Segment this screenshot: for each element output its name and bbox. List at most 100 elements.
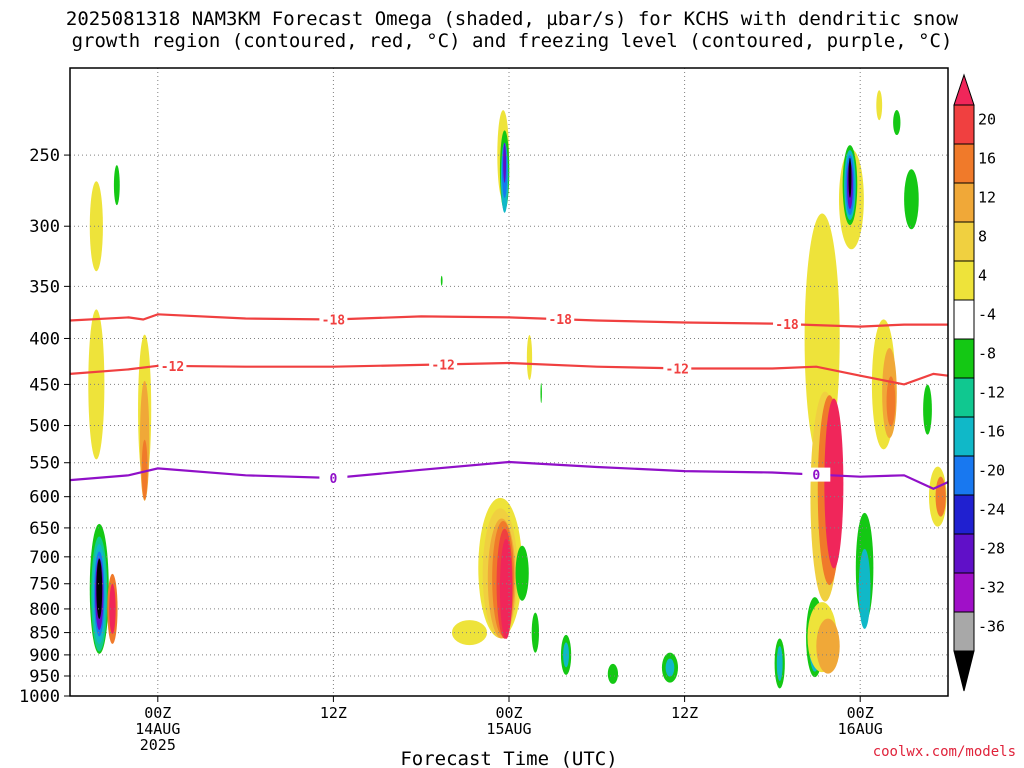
contour-line <box>69 361 949 386</box>
omega-cell <box>816 618 840 674</box>
omega-cell <box>109 583 116 634</box>
contour-line <box>69 313 948 328</box>
y-tick-label: 850 <box>29 624 60 644</box>
omega-cell <box>440 275 443 286</box>
colorbar-top-arrow <box>953 73 975 106</box>
omega-cell <box>665 658 675 677</box>
colorbar-box <box>953 572 975 613</box>
contour-label-bg <box>773 317 802 332</box>
colorbar-label: 12 <box>978 189 996 207</box>
x-tick-label: 00Z <box>144 704 171 722</box>
colorbar-box <box>953 533 975 574</box>
colorbar-box <box>953 416 975 457</box>
y-tick-label: 950 <box>29 667 60 687</box>
contour-label: -18 <box>775 318 799 333</box>
colorbar-label: -24 <box>978 501 1005 519</box>
chart-title-line2: growth region (contoured, red, °C) and f… <box>71 30 953 52</box>
colorbar-label: -28 <box>978 540 1005 558</box>
colorbar-label: 8 <box>978 228 987 246</box>
omega-cell <box>540 382 542 403</box>
y-tick-label: 450 <box>29 375 60 395</box>
colorbar-label: -12 <box>978 384 1005 402</box>
x-tick-label: 14AUG <box>135 720 180 738</box>
omega-cell <box>824 398 844 569</box>
omega-cell <box>876 90 883 121</box>
omega-cell <box>88 309 105 460</box>
contour-label-bg <box>429 357 458 372</box>
attribution-text: coolwx.com/models <box>872 744 1016 760</box>
omega-cell <box>531 612 539 653</box>
colorbar-label: 16 <box>978 150 996 168</box>
x-tick-label: 12Z <box>320 704 347 722</box>
y-tick-label: 500 <box>29 417 60 437</box>
x-tick-label: 00Z <box>495 704 522 722</box>
omega-cell <box>89 181 103 272</box>
x-tick-label: 00Z <box>847 704 874 722</box>
omega-cell <box>893 110 901 136</box>
contour-label: -18 <box>548 313 572 328</box>
contour-label: 0 <box>812 469 820 484</box>
colorbar-label: -8 <box>978 345 996 363</box>
contour-label: -12 <box>431 358 454 373</box>
colorbar-box <box>953 260 975 301</box>
y-tick-label: 350 <box>29 277 60 297</box>
colorbar-label: -16 <box>978 423 1005 441</box>
colorbar-box <box>953 104 975 145</box>
colorbar-box <box>953 611 975 652</box>
omega-cell <box>113 165 120 206</box>
colorbar-box <box>953 299 975 340</box>
y-tick-label: 650 <box>29 519 60 539</box>
colorbar-label: -36 <box>978 618 1005 636</box>
colorbar-label: 20 <box>978 111 996 129</box>
omega-cell <box>503 142 507 183</box>
colorbar-label: -4 <box>978 306 996 324</box>
contour-label-bg <box>546 312 575 327</box>
colorbar-label: 4 <box>978 267 987 285</box>
omega-cell <box>526 335 533 381</box>
y-tick-label: 900 <box>29 646 60 666</box>
gridlines <box>70 68 948 697</box>
contour-label: -12 <box>666 362 689 377</box>
omega-cell <box>923 384 932 435</box>
omega-shading <box>88 90 947 689</box>
omega-cell <box>848 157 852 198</box>
colorbar-bottom-arrow <box>953 650 975 692</box>
contour-label: -12 <box>161 360 184 375</box>
y-tick-label: 1000 <box>19 687 60 707</box>
colorbar-box <box>953 377 975 418</box>
contour-label: -18 <box>322 313 346 328</box>
omega-cell <box>499 538 513 639</box>
x-axis-label: Forecast Time (UTC) <box>400 748 617 768</box>
omega-cell <box>515 545 529 601</box>
colorbar-box <box>953 494 975 535</box>
colorbar-box <box>953 143 975 184</box>
y-tick-label: 250 <box>29 146 60 166</box>
omega-cell <box>776 645 783 681</box>
contour-label-bg <box>663 361 692 376</box>
x-tick-label: 16AUG <box>838 720 883 738</box>
y-tick-label: 800 <box>29 600 60 620</box>
y-tick-label: 700 <box>29 548 60 568</box>
contour-label: 0 <box>329 472 337 487</box>
x-tick-label: 15AUG <box>486 720 531 738</box>
colorbar-box <box>953 182 975 223</box>
y-tick-label: 400 <box>29 329 60 349</box>
y-tick-label: 600 <box>29 488 60 508</box>
x-tick-label: 2025 <box>140 736 176 754</box>
contour-label-bg <box>158 358 187 373</box>
y-tick-label: 550 <box>29 454 60 474</box>
colorbar-box <box>953 455 975 496</box>
omega-cell <box>904 169 919 230</box>
omega-cell <box>451 620 488 646</box>
chart-title-line1: 2025081318 NAM3KM Forecast Omega (shaded… <box>65 8 959 30</box>
contour-label-bg <box>319 312 348 327</box>
contour-label-bg <box>319 471 348 486</box>
colorbar-box <box>953 221 975 262</box>
omega-cell <box>96 558 103 619</box>
omega-cell <box>886 376 896 427</box>
y-tick-label: 300 <box>29 217 60 237</box>
omega-cell <box>141 439 148 500</box>
colorbar-label: -32 <box>978 579 1005 597</box>
omega-cell <box>858 548 871 629</box>
